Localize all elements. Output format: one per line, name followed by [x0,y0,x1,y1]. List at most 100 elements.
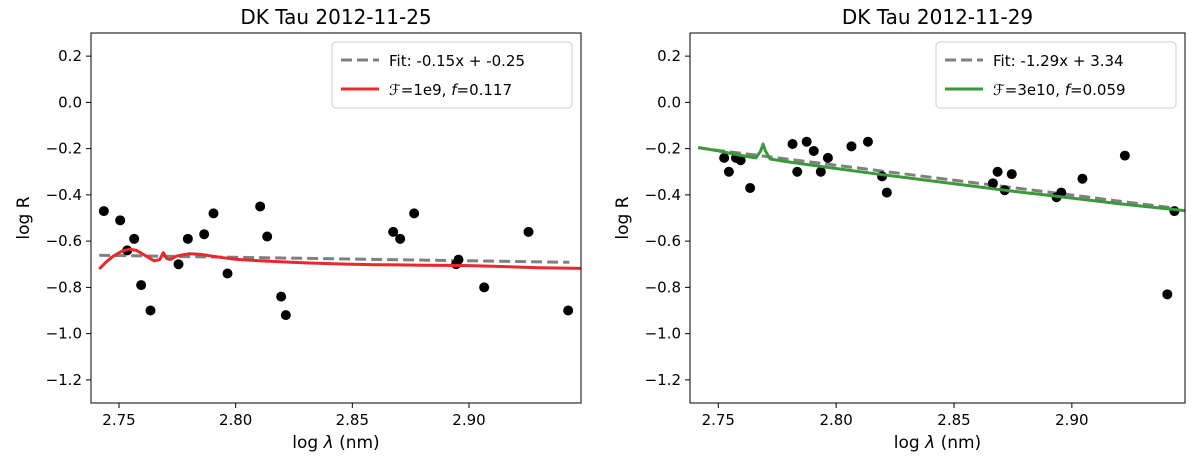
y-tick-label: −0.4 [645,186,681,204]
data-point [276,291,287,302]
data-point [208,208,219,219]
y-tick-label: 0.0 [657,93,681,111]
data-point [563,305,574,316]
fit-line [99,253,570,264]
x-tick-label: 2.80 [219,411,252,429]
data-point [1119,150,1130,161]
data-point [862,136,873,147]
data-point [145,305,156,316]
data-point [222,268,233,279]
model-curve [98,247,581,270]
legend-model-label: ℱ=3e10, f=0.059 [993,81,1126,99]
data-point [129,233,140,244]
data-point [115,215,126,226]
legend-model-label: ℱ=1e9, f=0.117 [389,81,512,99]
data-point [787,139,798,149]
chart-title: DK Tau 2012-11-29 [842,5,1033,29]
data-point [479,282,490,293]
data-point [136,280,147,291]
y-tick-label: 0.2 [58,47,82,65]
data-point [801,136,812,147]
data-point [280,310,291,321]
data-point [822,152,833,163]
y-tick-label: −1.2 [46,371,82,389]
y-tick-label: −0.6 [645,232,681,250]
x-tick-label: 2.85 [937,411,970,429]
y-tick-label: −0.6 [46,232,82,250]
y-tick-label: −1.0 [645,325,681,343]
y-tick-label: −0.4 [46,186,82,204]
data-point [992,166,1003,177]
legend-model-text2: =0.059 [1070,81,1126,99]
data-point [1077,173,1088,184]
data-point [453,254,464,265]
model-curve [697,142,1185,213]
x-axis-label: log λ (nm) [292,433,379,453]
plot-frame [689,32,1186,404]
legend-model-symbol: ℱ [389,81,401,99]
x-tick-label: 2.85 [336,411,369,429]
x-axis-label-prefix: log [894,433,925,453]
data-point [395,233,406,244]
legend: Fit: -0.15x + -0.25 ℱ=1e9, f=0.117 [331,41,573,109]
x-axis-label-symbol: λ [924,433,935,453]
chart-panel-left: DK Tau 2012-11-25 2.75 2.80 2.85 2.90 0.2 0.0 −… [14,5,582,453]
data-point [173,259,184,270]
x-axis-label: log λ (nm) [894,433,981,453]
x-tick-label: 2.75 [102,411,135,429]
x-axis-label-suffix: (nm) [935,433,981,453]
y-tick-label: −0.8 [645,278,681,296]
y-tick-label: −1.0 [46,325,82,343]
legend-fit-label: Fit: -1.29x + 3.34 [993,52,1124,70]
chart-title: DK Tau 2012-11-25 [240,5,431,29]
data-point [881,187,892,198]
data-point [409,208,420,219]
data-point [808,145,819,156]
data-point [388,226,399,237]
x-axis-label-prefix: log [292,433,323,453]
y-tick-label: −0.8 [46,278,82,296]
legend-model-italic: f [1065,81,1073,99]
data-point [719,152,730,163]
legend-box [935,41,1177,109]
data-point [182,233,193,244]
plot-area [98,201,581,321]
y-axis-label: log R [14,196,34,239]
legend-model-symbol: ℱ [993,81,1005,99]
chart-panel-right: DK Tau 2012-11-29 2.75 2.80 2.85 2.90 0.2 0.0 −… [613,5,1186,453]
data-point [1006,169,1017,180]
plot-frame [90,32,582,404]
y-tick-label: 0.2 [657,47,681,65]
data-point [735,155,746,166]
data-point [723,166,734,177]
plot-area [697,136,1185,300]
data-point [745,182,756,193]
legend-model-italic: f [451,81,459,99]
data-point [792,166,803,177]
x-tick-label: 2.80 [819,411,852,429]
y-tick-label: −0.2 [46,140,82,158]
x-tick-label: 2.90 [1055,411,1088,429]
data-point [815,166,826,177]
data-point [987,178,998,189]
legend: Fit: -1.29x + 3.34 ℱ=3e10, f=0.059 [935,41,1177,109]
legend-model-text2: =0.117 [457,81,513,99]
legend-model-text1: =1e9, [401,81,451,99]
x-axis-label-symbol: λ [323,433,334,453]
data-point [846,141,857,152]
y-tick-label: −1.2 [645,371,681,389]
data-point [523,226,534,237]
legend-fit-label: Fit: -0.15x + -0.25 [389,52,525,70]
legend-box [331,41,573,109]
data-point [98,206,109,217]
x-tick-label: 2.75 [702,411,735,429]
y-tick-label: −0.2 [645,140,681,158]
data-point [262,231,273,242]
x-axis-label-suffix: (nm) [334,433,380,453]
legend-model-text1: =3e10, [1005,81,1065,99]
y-tick-label: 0.0 [58,93,82,111]
x-tick-label: 2.90 [452,411,485,429]
y-axis-label: log R [613,196,633,239]
